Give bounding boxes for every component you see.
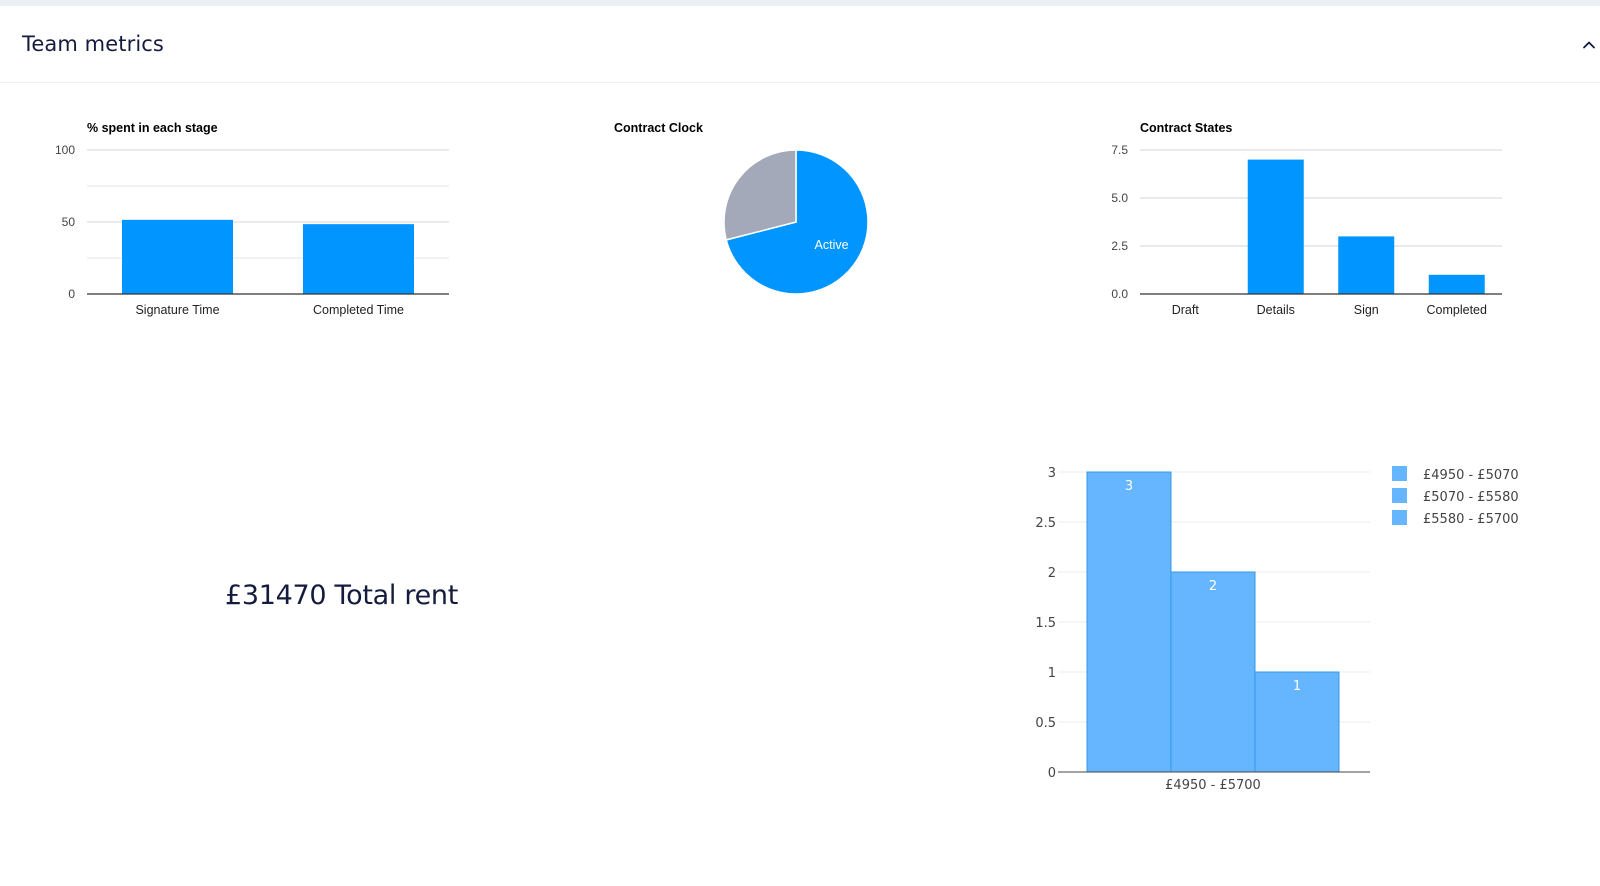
- histogram-bar: [1086, 471, 1172, 773]
- x-tick-label: Signature Time: [135, 303, 219, 317]
- x-tick-label: Completed Time: [313, 303, 404, 317]
- legend-swatch: [1392, 466, 1407, 481]
- contract-clock-chart: Contract Clock Active: [600, 110, 920, 310]
- section-title: Team metrics: [22, 32, 164, 56]
- rent-histogram-svg: 0 0.5 1 1.5 2 2.5 3 3 2 1 £4950 - £5700 £4950 - £50…: [1035, 466, 1519, 793]
- bar: [1247, 159, 1304, 294]
- bar-value-label: 2: [1209, 579, 1217, 594]
- x-tick-label: £4950 - £5700: [1165, 778, 1261, 793]
- y-tick-label: 50: [62, 215, 76, 229]
- x-tick-label: Completed: [1427, 303, 1487, 317]
- contract-clock-svg: Contract Clock Active: [614, 121, 869, 295]
- legend-swatch: [1392, 488, 1407, 503]
- bar: [1428, 274, 1485, 294]
- legend-label: £4950 - £5070: [1423, 468, 1519, 483]
- chevron-up-icon[interactable]: [1582, 38, 1596, 52]
- bar-value-label: 3: [1125, 479, 1133, 494]
- histogram-bar: [1170, 571, 1256, 773]
- chart-title: Contract States: [1140, 121, 1232, 135]
- pie-slice-label: Active: [815, 238, 849, 252]
- x-tick-label: Details: [1257, 303, 1295, 317]
- y-tick-label: 1.5: [1035, 616, 1056, 631]
- y-tick-label: 2.5: [1111, 239, 1128, 253]
- bar: [1338, 236, 1395, 294]
- x-tick-label: Sign: [1354, 303, 1379, 317]
- top-strip: [0, 0, 1600, 6]
- chart-title: Contract Clock: [614, 121, 703, 135]
- y-tick-label: 1: [1048, 666, 1056, 681]
- y-tick-label: 0.5: [1035, 716, 1056, 731]
- bar: [122, 219, 233, 294]
- y-tick-label: 100: [55, 143, 75, 157]
- y-tick-label: 5.0: [1111, 191, 1128, 205]
- chart-title: % spent in each stage: [87, 121, 218, 135]
- y-tick-label: 3: [1048, 466, 1056, 481]
- pie-slice: [725, 149, 869, 295]
- bar-value-label: 1: [1293, 679, 1301, 694]
- legend-label: £5070 - £5580: [1423, 490, 1519, 505]
- stage-percentage-chart: % spent in each stage 0 50 100 Signature Ti…: [40, 110, 470, 335]
- y-tick-label: 7.5: [1111, 143, 1128, 157]
- contract-states-svg: Contract States 0.0 2.5 5.0 7.5 Draft Details…: [1111, 121, 1502, 317]
- y-tick-label: 0: [68, 287, 75, 301]
- team-metrics-header[interactable]: Team metrics: [0, 6, 1600, 83]
- y-tick-label: 0: [1048, 766, 1056, 781]
- stage-percentage-svg: % spent in each stage 0 50 100 Signature Ti…: [55, 121, 449, 317]
- y-tick-label: 2.5: [1035, 516, 1056, 531]
- bar: [303, 224, 414, 294]
- y-tick-label: 2: [1048, 566, 1056, 581]
- legend-swatch: [1392, 510, 1407, 525]
- rent-histogram-chart: 0 0.5 1 1.5 2 2.5 3 3 2 1 £4950 - £5700 £4950 - £50…: [1010, 455, 1570, 805]
- contract-states-chart: Contract States 0.0 2.5 5.0 7.5 Draft Details…: [1090, 110, 1520, 335]
- total-rent: £31470 Total rent: [225, 580, 459, 611]
- legend-label: £5580 - £5700: [1423, 512, 1519, 527]
- x-tick-label: Draft: [1172, 303, 1200, 317]
- pie-slice: [723, 149, 797, 241]
- y-tick-label: 0.0: [1111, 287, 1128, 301]
